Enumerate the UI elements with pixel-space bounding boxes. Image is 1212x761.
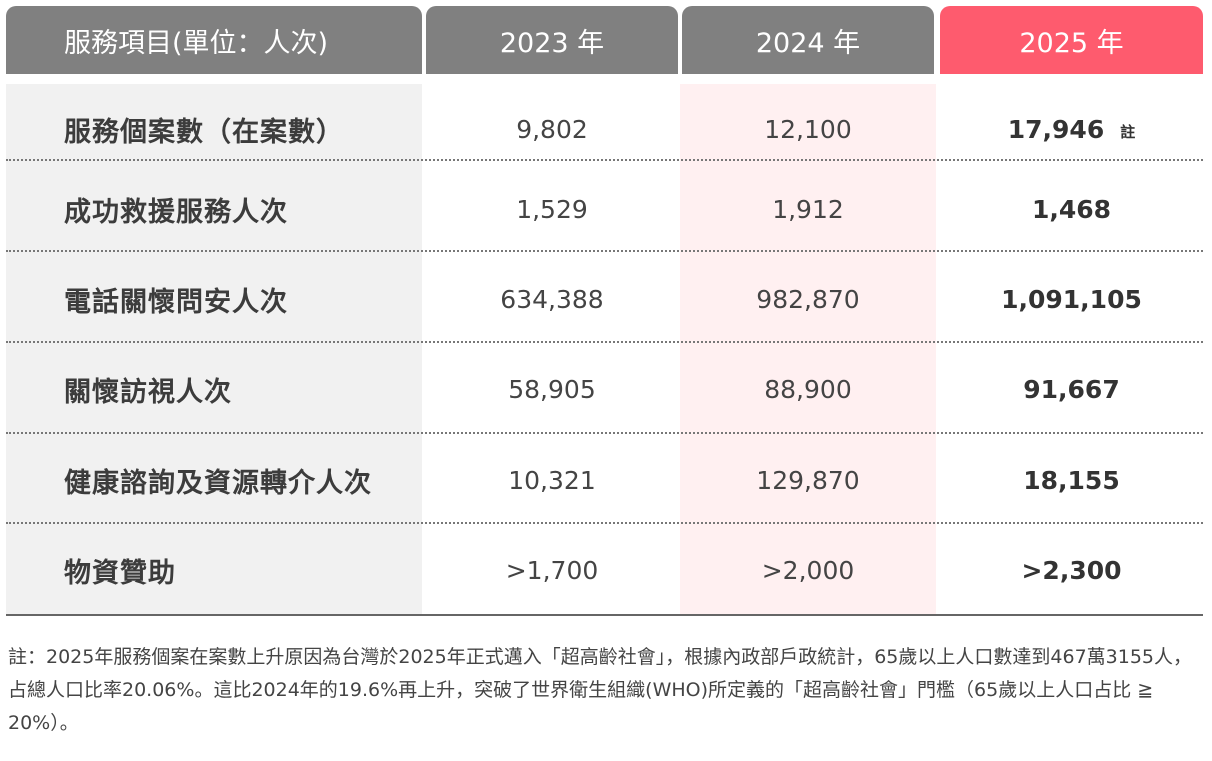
row-divider — [6, 159, 1203, 161]
row-label: 物資贊助 — [64, 557, 176, 589]
table-row: 物資贊助 >1,700 >2,000 >2,300 — [6, 525, 1203, 615]
row-label: 電話關懷問安人次 — [64, 286, 288, 318]
table-row: 成功救援服務人次 1,529 1,912 1,468 — [6, 164, 1203, 254]
row-divider — [6, 522, 1203, 524]
header-year-2023: 2023 年 — [426, 6, 678, 74]
value-2023: 58,905 — [508, 374, 596, 404]
footnote-text: 註：2025年服務個案在案數上升原因為台灣於2025年正式邁入「超高齡社會」，根… — [8, 646, 1193, 734]
header-year-2024: 2024 年 — [682, 6, 934, 74]
value-2025: 17,946 — [1007, 114, 1105, 144]
value-2024: 982,870 — [756, 284, 860, 314]
footnote-marker: 註 — [1120, 122, 1136, 141]
row-label: 健康諮詢及資源轉介人次 — [64, 467, 372, 499]
value-2023: 10,321 — [508, 465, 596, 495]
value-2025: 1,468 — [1031, 194, 1112, 224]
header-service-item: 服務項目(單位：人次) — [6, 6, 422, 74]
value-2023: 634,388 — [500, 284, 604, 314]
value-2024: 88,900 — [764, 374, 852, 404]
value-2025-cell: 17,946 註 — [940, 84, 1203, 174]
value-2023: 1,529 — [516, 194, 588, 224]
header-year-2025: 2025 年 — [940, 6, 1203, 74]
value-2025: >2,300 — [1021, 555, 1122, 585]
table-row: 健康諮詢及資源轉介人次 10,321 129,870 18,155 — [6, 435, 1203, 525]
value-2025: 18,155 — [1023, 465, 1120, 495]
row-label: 成功救援服務人次 — [64, 196, 288, 228]
row-divider — [6, 341, 1203, 343]
value-2024: 12,100 — [764, 114, 852, 144]
value-2025: 1,091,105 — [1001, 284, 1142, 314]
year-2024-column-background — [680, 84, 936, 614]
table-row: 電話關懷問安人次 634,388 982,870 1,091,105 — [6, 254, 1203, 344]
value-2024: >2,000 — [761, 555, 855, 585]
table-bottom-border — [6, 614, 1203, 616]
label-column-background — [6, 84, 422, 614]
value-2024: 1,912 — [772, 194, 844, 224]
row-label: 關懷訪視人次 — [64, 376, 232, 408]
value-2025: 91,667 — [1023, 374, 1120, 404]
value-2023: 9,802 — [516, 114, 588, 144]
table-row: 關懷訪視人次 58,905 88,900 91,667 — [6, 344, 1203, 434]
value-2023: >1,700 — [505, 555, 599, 585]
table-row: 服務個案數（在案數） 9,802 12,100 17,946 註 — [6, 84, 1203, 174]
row-label: 服務個案數（在案數） — [64, 116, 344, 148]
row-divider — [6, 432, 1203, 434]
row-divider — [6, 250, 1203, 252]
value-2024: 129,870 — [756, 465, 860, 495]
